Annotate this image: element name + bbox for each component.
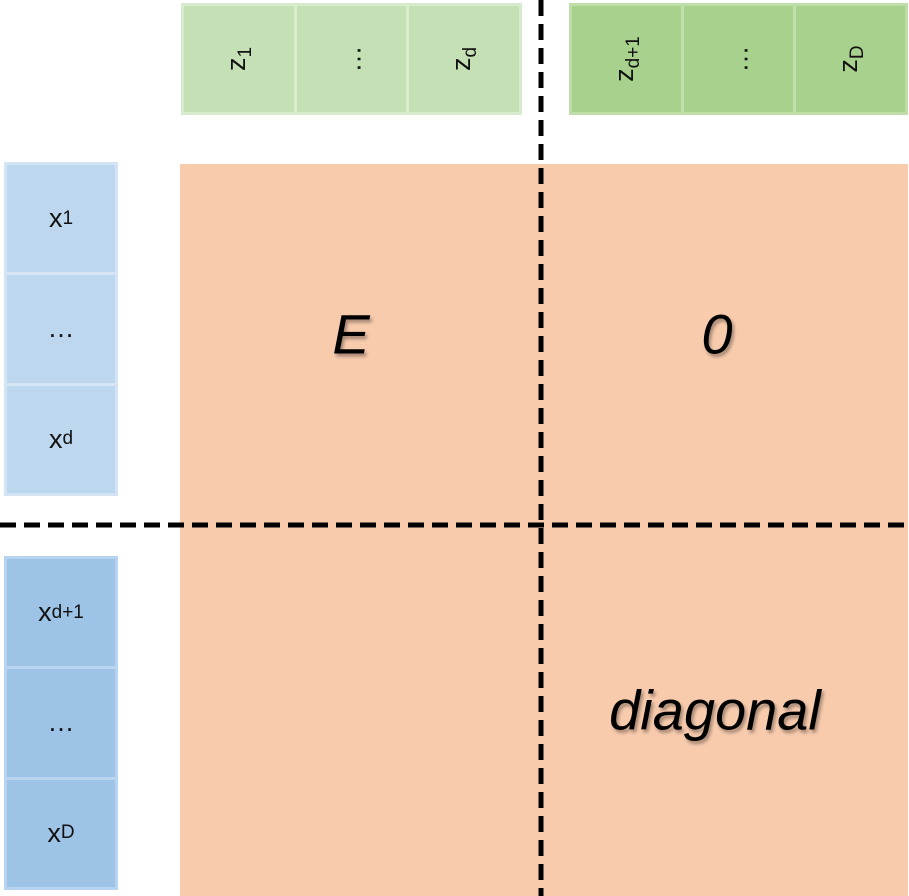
z-cell-d: zd	[406, 6, 519, 112]
jacobian-matrix: E 0 diagonal	[180, 164, 908, 896]
x-cell-ellipsis-1: …	[7, 272, 115, 382]
x-cell-ellipsis-2: …	[7, 666, 115, 776]
x-cell-d-plus-1: x d+1	[38, 597, 84, 628]
z-cell-D: zD	[793, 6, 905, 112]
z-cell-ellipsis-1: …	[293, 6, 407, 112]
block-label-top-right: 0	[701, 302, 733, 366]
z-vector-first-block: z1 … zd	[181, 3, 522, 115]
z-cell-ellipsis-2: …	[681, 6, 793, 112]
block-label-bottom-right: diagonal	[609, 678, 821, 742]
z-vector-second-block: zd+1 … zD	[569, 3, 908, 115]
block-label-top-left: E	[332, 302, 370, 366]
